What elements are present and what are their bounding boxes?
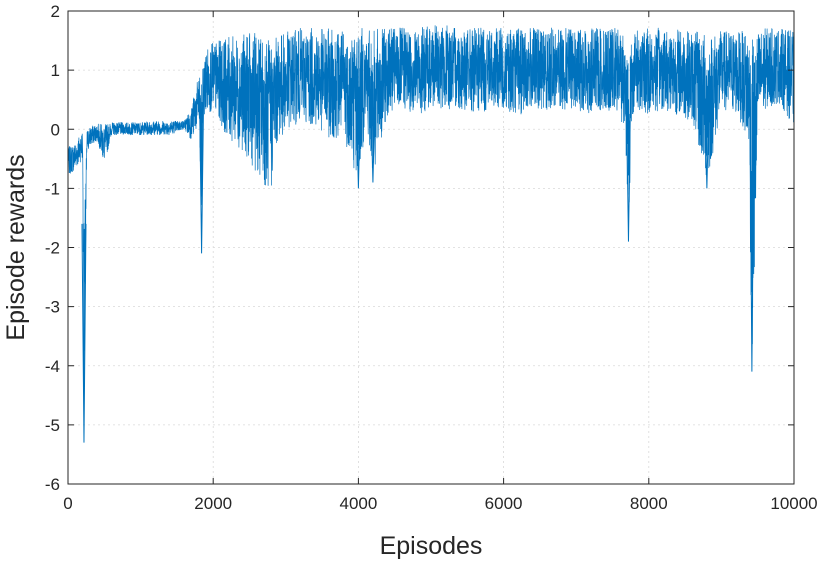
y-tick-label: -2 — [45, 239, 60, 258]
y-tick-label: -1 — [45, 179, 60, 198]
reward-spike — [625, 99, 631, 242]
x-tick-label: 10000 — [770, 494, 817, 513]
y-tick-label: -5 — [45, 416, 60, 435]
x-tick-label: 6000 — [485, 494, 523, 513]
y-axis-title: Episode rewards — [2, 154, 30, 340]
y-tick-labels: 2 1 0 -1 -2 -3 -4 -5 -6 — [45, 2, 60, 494]
reward-spike — [370, 99, 376, 183]
x-axis-title: Episodes — [380, 532, 483, 560]
series-layer — [67, 25, 795, 443]
reward-spike — [355, 99, 361, 189]
y-tick-label: -4 — [45, 357, 60, 376]
x-tick-label: 2000 — [194, 494, 232, 513]
y-tick-label: -6 — [45, 475, 60, 494]
reward-spike — [704, 99, 710, 189]
y-tick-label: 1 — [51, 61, 60, 80]
reward-spike — [199, 99, 205, 254]
y-tick-label: 2 — [51, 2, 60, 21]
rewards-line — [67, 25, 795, 410]
reward-spike — [81, 223, 87, 443]
x-tick-label: 0 — [63, 494, 72, 513]
x-tick-label: 8000 — [630, 494, 668, 513]
x-tick-labels: 0 2000 4000 6000 8000 10000 — [63, 494, 817, 513]
y-tick-label: -3 — [45, 298, 60, 317]
plot-frame — [67, 10, 795, 485]
y-tick-label: 0 — [51, 120, 60, 139]
x-tick-label: 4000 — [339, 494, 377, 513]
